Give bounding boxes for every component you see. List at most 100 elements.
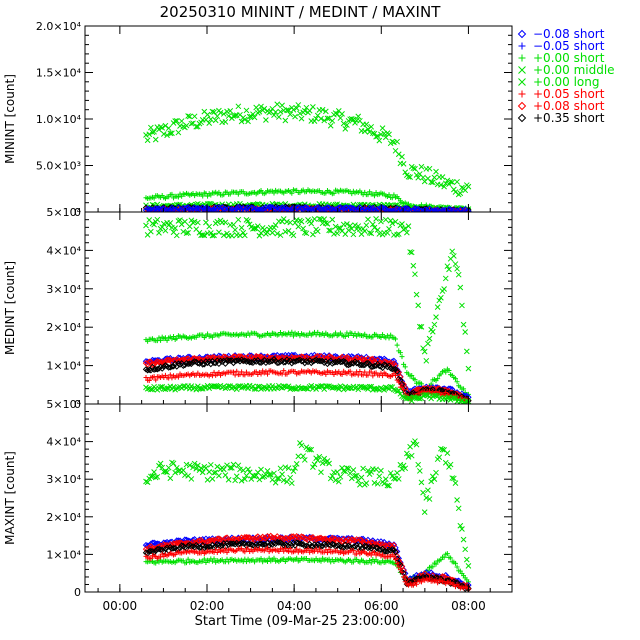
data-point	[210, 359, 218, 367]
data-point	[217, 542, 224, 550]
data-point	[386, 192, 392, 198]
data-point	[209, 108, 216, 115]
data-point	[259, 474, 266, 481]
y-tick-label: 2×10⁴	[46, 511, 81, 524]
data-point	[337, 543, 344, 550]
data-point	[329, 540, 336, 548]
data-point	[332, 110, 339, 116]
data-point	[321, 117, 328, 124]
data-point	[311, 216, 318, 222]
data-point	[269, 383, 276, 389]
data-point	[288, 480, 295, 487]
data-point	[382, 216, 389, 223]
legend-entry: +0.35 short	[517, 111, 605, 125]
data-point	[158, 554, 164, 560]
series-2	[143, 329, 471, 399]
x-tick-label: 02:00	[190, 599, 225, 613]
data-point	[218, 358, 226, 365]
data-point	[303, 385, 310, 392]
data-point	[465, 579, 471, 585]
data-point	[204, 111, 211, 118]
data-point	[254, 223, 261, 230]
data-point	[421, 206, 428, 212]
data-point	[337, 473, 344, 480]
data-point	[180, 228, 187, 235]
data-point	[241, 116, 248, 123]
data-point	[454, 178, 460, 185]
data-point	[450, 186, 457, 193]
data-point	[431, 476, 438, 482]
data-point	[170, 460, 177, 467]
data-point	[242, 372, 248, 378]
data-point	[371, 549, 377, 555]
data-point	[281, 548, 287, 554]
y-tick-label: 4×10⁴	[46, 436, 81, 449]
data-point	[310, 231, 316, 238]
data-point	[196, 360, 203, 367]
data-point	[237, 466, 243, 473]
data-point	[173, 464, 180, 471]
data-point	[293, 105, 300, 112]
data-point	[391, 475, 397, 482]
data-point	[152, 474, 159, 481]
data-point	[279, 218, 285, 225]
data-point	[465, 365, 472, 372]
data-point	[153, 377, 159, 383]
series-2	[143, 187, 471, 212]
data-point	[380, 361, 388, 368]
data-point	[207, 116, 214, 123]
data-point	[287, 111, 294, 118]
data-point	[211, 469, 217, 476]
data-point	[241, 207, 249, 212]
data-point	[240, 467, 247, 474]
data-point	[426, 496, 433, 502]
data-point	[415, 302, 422, 309]
data-point	[346, 361, 354, 368]
data-point	[229, 232, 235, 239]
data-point	[316, 384, 323, 390]
x-tick-label: 00:00	[103, 599, 138, 613]
data-point	[377, 546, 385, 554]
data-point	[408, 207, 415, 212]
data-point	[382, 476, 389, 482]
data-point	[165, 207, 172, 212]
data-point	[154, 216, 161, 223]
data-point	[357, 481, 363, 488]
data-point	[331, 190, 337, 196]
data-point	[300, 225, 307, 232]
data-point	[169, 130, 175, 137]
data-point	[235, 462, 242, 469]
data-point	[281, 368, 287, 374]
data-point	[238, 477, 245, 484]
data-point	[329, 473, 336, 479]
data-point	[427, 575, 433, 581]
data-point	[413, 291, 420, 298]
data-point	[342, 204, 349, 211]
data-point	[418, 579, 424, 585]
data-point	[173, 232, 180, 239]
data-point	[289, 190, 295, 196]
data-point	[446, 367, 452, 373]
data-point	[246, 540, 253, 548]
data-point	[276, 475, 282, 482]
data-point	[234, 368, 240, 374]
data-point	[250, 111, 256, 118]
data-point	[196, 537, 203, 544]
data-point	[230, 461, 237, 468]
data-point	[256, 383, 263, 390]
data-point	[363, 222, 370, 229]
legend-entry: +0.00 short	[518, 51, 605, 65]
data-point	[167, 130, 174, 137]
data-point	[253, 472, 260, 479]
data-point	[232, 477, 238, 484]
data-point	[407, 174, 413, 181]
data-point	[149, 473, 156, 480]
data-point	[378, 131, 384, 138]
data-point	[227, 108, 234, 114]
data-point	[310, 104, 316, 110]
legend-label: +0.35 short	[533, 111, 605, 125]
data-point	[462, 329, 469, 335]
data-point	[368, 369, 374, 375]
data-point	[298, 358, 305, 365]
